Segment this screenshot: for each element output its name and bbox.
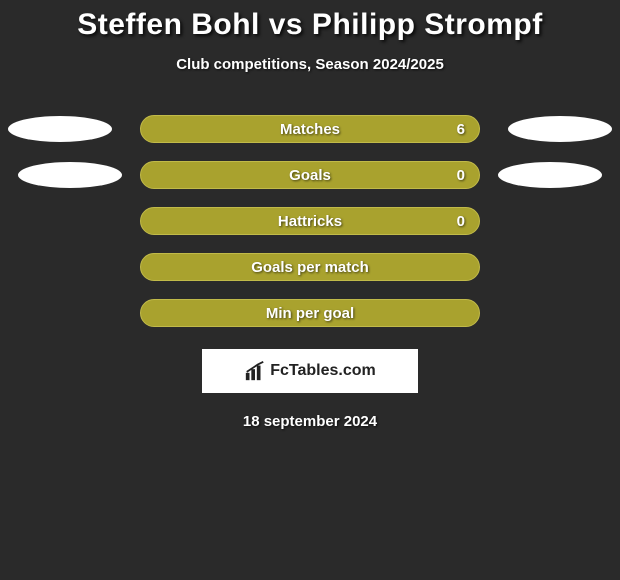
stat-label: Hattricks — [278, 213, 342, 230]
branding-badge: FcTables.com — [202, 349, 418, 393]
stat-bar: Matches 6 — [140, 115, 480, 143]
stat-row: Min per goal — [0, 299, 620, 327]
stat-value: 0 — [457, 213, 465, 230]
right-marker-ellipse — [508, 116, 612, 142]
left-marker-ellipse — [18, 162, 122, 188]
subtitle: Club competitions, Season 2024/2025 — [0, 56, 620, 73]
stat-label: Min per goal — [266, 305, 354, 322]
stat-bar: Hattricks 0 — [140, 207, 480, 235]
stat-label: Goals per match — [251, 259, 369, 276]
stat-label: Goals — [289, 167, 331, 184]
stat-bar: Goals per match — [140, 253, 480, 281]
stat-row: Goals per match — [0, 253, 620, 281]
stat-bar: Min per goal — [140, 299, 480, 327]
stat-rows: Matches 6 Goals 0 Hattricks 0 Goals per match M… — [0, 115, 620, 327]
stat-bar: Goals 0 — [140, 161, 480, 189]
stat-label: Matches — [280, 121, 340, 138]
page-title: Steffen Bohl vs Philipp Strompf — [0, 8, 620, 42]
date-label: 18 september 2024 — [0, 413, 620, 430]
chart-container: Steffen Bohl vs Philipp Strompf Club com… — [0, 0, 620, 430]
stat-row: Matches 6 — [0, 115, 620, 143]
stat-value: 6 — [457, 121, 465, 138]
left-marker-ellipse — [8, 116, 112, 142]
right-marker-ellipse — [498, 162, 602, 188]
stat-value: 0 — [457, 167, 465, 184]
brand-label: FcTables.com — [270, 362, 376, 380]
stat-row: Hattricks 0 — [0, 207, 620, 235]
brand-chart-icon — [244, 360, 266, 382]
stat-row: Goals 0 — [0, 161, 620, 189]
